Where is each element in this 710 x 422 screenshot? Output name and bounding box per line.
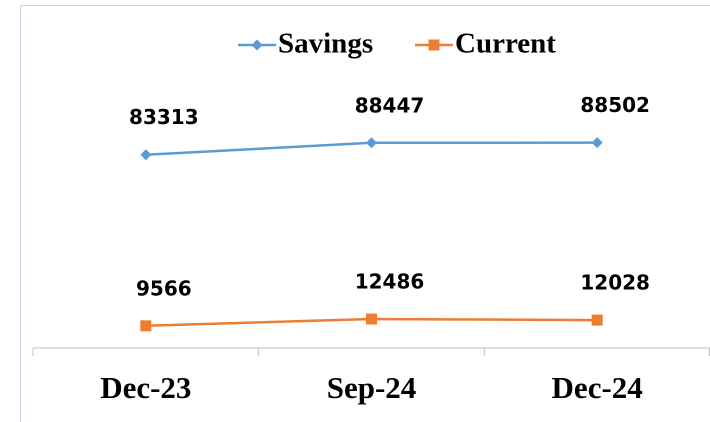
data-label: 88502 (580, 93, 650, 117)
data-point (591, 137, 603, 149)
data-point (140, 149, 152, 161)
data-label: 12028 (580, 271, 650, 295)
x-tick-label: Dec-23 (100, 370, 191, 405)
data-point (140, 320, 152, 332)
legend-marker (251, 39, 263, 51)
x-tick-label: Dec-24 (552, 370, 643, 405)
chart-frame (20, 5, 710, 422)
data-point (366, 137, 377, 149)
data-label: 83313 (129, 105, 199, 129)
legend-marker (428, 39, 440, 51)
data-label: 9566 (136, 276, 192, 300)
legend-label: Current (455, 28, 556, 60)
data-label: 12486 (355, 270, 425, 294)
data-point (366, 313, 377, 325)
x-tick-label: Sep-24 (327, 370, 417, 405)
data-point (591, 314, 603, 326)
legend-label: Savings (278, 28, 373, 60)
data-label: 88447 (355, 93, 425, 117)
